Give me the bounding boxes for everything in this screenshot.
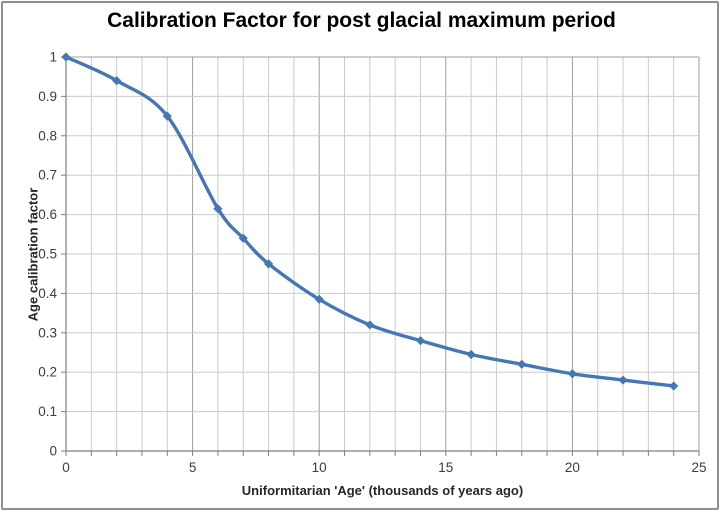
x-tick-label: 25	[691, 460, 706, 475]
data-point-marker	[567, 369, 577, 379]
data-point-marker	[238, 233, 248, 243]
y-tick-label: 0.9	[38, 89, 57, 104]
chart-border	[1, 1, 719, 510]
data-point-marker	[618, 375, 628, 385]
y-tick-label: 0.4	[38, 286, 57, 301]
y-tick-label: 0	[49, 444, 57, 459]
x-tick-label: 0	[62, 460, 70, 475]
x-tick-label: 15	[438, 460, 453, 475]
data-point-marker	[263, 259, 274, 269]
x-tick-label: 5	[189, 460, 197, 475]
y-tick-label: 0.5	[38, 247, 57, 262]
data-point-marker	[669, 381, 679, 391]
y-tick-label: 0.1	[38, 404, 57, 419]
chart-title: Calibration Factor for post glacial maxi…	[107, 9, 616, 32]
data-point-marker	[112, 76, 122, 86]
x-tick-label: 10	[312, 460, 327, 475]
data-point-marker	[365, 320, 375, 330]
data-point-marker	[314, 294, 324, 304]
data-point-marker	[61, 52, 71, 62]
data-point-marker	[517, 359, 527, 369]
data-point-marker	[213, 204, 223, 214]
data-point-marker	[162, 111, 172, 121]
y-tick-label: 0.6	[38, 207, 57, 222]
y-tick-label: 1	[49, 50, 57, 65]
data-point-marker	[415, 336, 426, 346]
data-point-marker	[466, 349, 476, 360]
x-axis-title: Uniformitarian 'Age' (thousands of years…	[241, 483, 524, 498]
y-tick-label: 0.8	[38, 128, 57, 143]
y-tick-label: 0.2	[38, 365, 57, 380]
y-tick-label: 0.7	[38, 168, 57, 183]
y-tick-label: 0.3	[38, 325, 57, 340]
x-tick-label: 20	[565, 460, 580, 475]
